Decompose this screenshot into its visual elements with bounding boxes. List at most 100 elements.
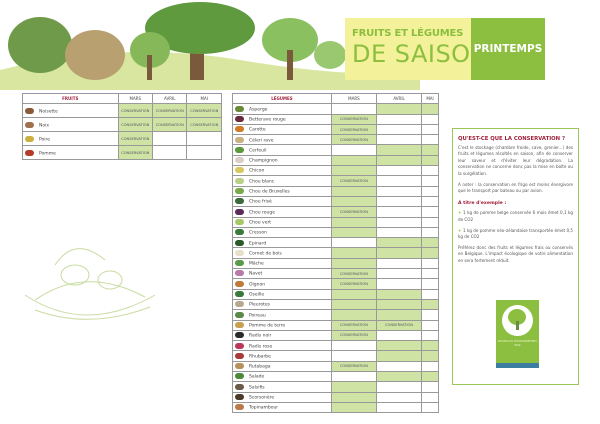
month-cell xyxy=(330,340,377,352)
logo-sub: IBGE xyxy=(514,344,521,347)
month-cell xyxy=(421,401,439,414)
produce-icon xyxy=(235,270,244,277)
month-cell: CONSERVATION xyxy=(330,360,377,373)
month-cell xyxy=(421,144,439,156)
table-row: Topinambour xyxy=(232,401,439,414)
item-name-cell: Céleri rave xyxy=(232,134,332,146)
table-row: Oseille xyxy=(232,288,439,300)
month-cell xyxy=(375,278,423,290)
month-cell xyxy=(421,113,439,125)
month-cell: CONSERVATION xyxy=(186,103,222,119)
table-row: Betterave rouge CONSERVATION xyxy=(232,113,439,125)
month-cell xyxy=(421,309,439,321)
produce-icon xyxy=(235,260,244,267)
item-name-cell: Mâche xyxy=(232,257,332,270)
month-cell xyxy=(421,329,439,342)
item-name: Topinambour xyxy=(249,405,279,411)
table-row: Rutabaga CONSERVATION xyxy=(232,360,439,373)
month-cell xyxy=(375,288,423,300)
column-header: AVRIL xyxy=(375,92,423,105)
month-cell xyxy=(186,145,222,161)
month-cell: CONSERVATION xyxy=(330,329,377,342)
item-name: Cerfeuil xyxy=(249,148,267,154)
item-name-cell: Pomme de terre xyxy=(232,319,332,331)
month-cell xyxy=(375,154,423,167)
item-name: Rhubarbe xyxy=(249,354,271,360)
table-row: Scorsonère xyxy=(232,391,439,403)
column-header: MAI xyxy=(421,92,439,105)
produce-icon xyxy=(235,383,244,390)
item-name-cell: Navet xyxy=(232,268,332,280)
month-cell xyxy=(421,340,439,352)
month-cell xyxy=(375,206,423,218)
month-cell xyxy=(375,247,423,259)
info-note: A noter : la conservation en frigo est m… xyxy=(458,181,573,194)
month-cell: CONSERVATION xyxy=(117,131,154,147)
month-cell xyxy=(330,247,377,259)
month-cell: CONSERVATION xyxy=(117,145,154,161)
month-cell xyxy=(421,175,439,187)
item-name-cell: Pomme xyxy=(22,145,119,161)
month-cell xyxy=(330,309,377,321)
item-name: Chou frisé xyxy=(249,199,272,205)
table-row: Noix CONSERVATION CONSERVATION CONSERVATION xyxy=(22,117,222,133)
item-name: Noisette xyxy=(39,109,58,115)
month-cell xyxy=(330,103,377,115)
month-cell xyxy=(421,195,439,208)
month-cell xyxy=(375,103,423,115)
month-cell xyxy=(421,103,439,115)
month-cell xyxy=(421,391,439,403)
example-item: + 1 kg de pomme belge conservée 6 mois é… xyxy=(458,210,574,222)
produce-icon xyxy=(235,301,244,308)
column-header: AVRIL xyxy=(151,92,188,105)
item-name: Oseille xyxy=(249,292,265,298)
month-cell xyxy=(330,154,377,167)
item-name-cell: Oignon xyxy=(232,278,332,290)
item-name: Chou rouge xyxy=(249,210,276,216)
item-name: Radis rose xyxy=(249,344,273,350)
item-name-cell: Betterave rouge xyxy=(232,113,332,125)
table-row: Chou vert xyxy=(232,216,439,228)
table-row: Chou de Bruxelles xyxy=(232,185,439,197)
table-row: Oignon CONSERVATION xyxy=(232,278,439,290)
item-name-cell: Cornet de bois xyxy=(232,247,332,259)
month-cell xyxy=(421,206,439,218)
fruits-table: FRUITS MARS AVRIL MAI Noisette CONSERVATION CO… xyxy=(22,92,222,161)
item-name: Noix xyxy=(39,123,50,129)
header-illustration xyxy=(0,0,600,90)
item-name: Asperge xyxy=(249,107,268,113)
month-cell xyxy=(330,391,377,403)
item-name: Champignon xyxy=(249,158,278,164)
item-name-cell: Cerfeuil xyxy=(232,144,332,156)
month-cell xyxy=(375,195,423,208)
item-name-cell: Radis noir xyxy=(232,329,332,342)
month-cell: CONSERVATION xyxy=(186,117,222,133)
month-cell xyxy=(421,123,439,136)
month-cell xyxy=(330,185,377,197)
month-cell xyxy=(375,123,423,136)
month-cell: CONSERVATION xyxy=(117,117,154,133)
month-cell xyxy=(375,309,423,321)
item-name-cell: Cresson xyxy=(232,226,332,239)
month-cell xyxy=(375,371,423,383)
item-name-cell: Salade xyxy=(232,371,332,383)
produce-icon xyxy=(235,311,244,318)
produce-icon xyxy=(235,208,244,215)
month-cell xyxy=(375,165,423,177)
month-cell: CONSERVATION xyxy=(330,175,377,187)
item-name: Epinard xyxy=(249,241,267,247)
produce-icon xyxy=(235,291,244,298)
month-cell xyxy=(375,144,423,156)
item-name: Radis noir xyxy=(249,333,272,339)
produce-icon xyxy=(235,249,244,256)
produce-icon xyxy=(235,239,244,246)
item-name-cell: Noix xyxy=(22,117,119,133)
month-cell: CONSERVATION xyxy=(151,117,188,133)
item-name: Cresson xyxy=(249,230,267,236)
month-cell xyxy=(330,144,377,156)
produce-icon xyxy=(235,218,244,225)
month-cell xyxy=(330,195,377,208)
table-row: Salsifis xyxy=(232,381,439,393)
item-name-cell: Chou rouge xyxy=(232,206,332,218)
produce-icon xyxy=(235,404,244,411)
